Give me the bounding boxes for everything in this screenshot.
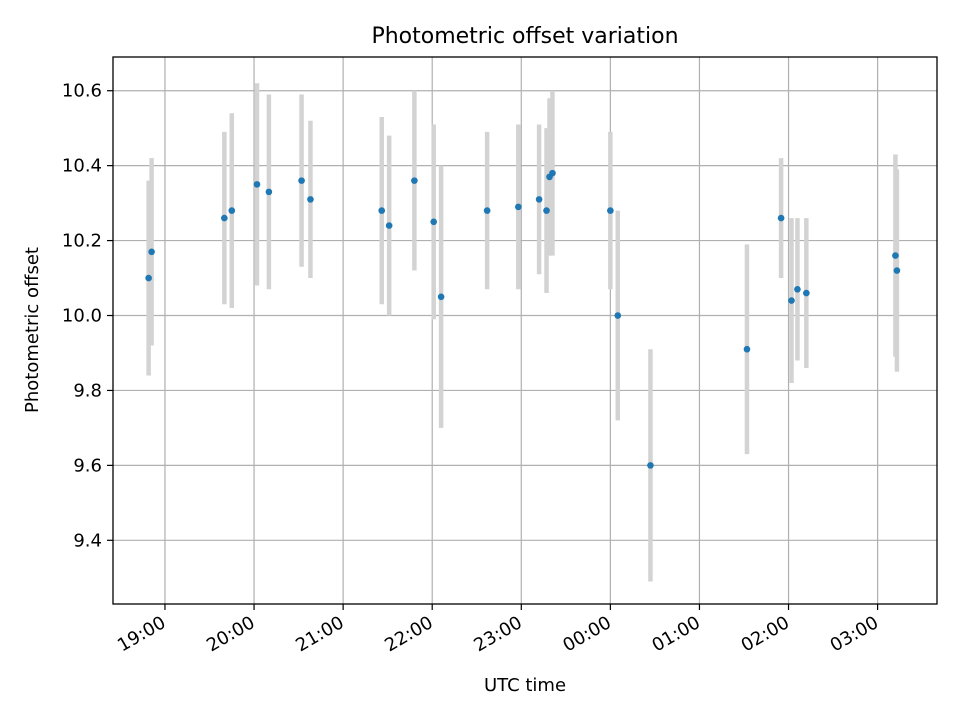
x-tick-label: 03:00 <box>827 612 882 656</box>
x-tick-label: 20:00 <box>203 612 258 656</box>
data-point <box>788 297 795 304</box>
data-point <box>411 177 418 184</box>
data-point <box>543 207 550 214</box>
y-tick-label: 10.6 <box>62 81 102 102</box>
data-point <box>893 267 901 274</box>
y-axis-ticks: 9.4 9.6 9.8 10.0 10.2 10.4 10.6 <box>62 81 113 551</box>
x-tick-label: 01:00 <box>649 612 704 656</box>
x-axis-label: UTC time <box>484 675 566 696</box>
data-point <box>535 196 543 203</box>
data-point <box>430 218 437 226</box>
x-tick-label: 22:00 <box>381 612 436 656</box>
x-tick-label: 23:00 <box>470 612 525 656</box>
x-tick-label: 02:00 <box>738 612 793 656</box>
data-point <box>483 207 491 214</box>
data-point <box>298 177 305 184</box>
data-point <box>221 214 228 222</box>
data-point <box>743 345 751 353</box>
data-point <box>385 222 393 229</box>
data-point <box>794 285 801 293</box>
plot-frame <box>112 56 938 605</box>
data-point <box>228 207 236 214</box>
data-point <box>777 214 785 222</box>
data-point <box>549 169 556 177</box>
y-tick-label: 10.4 <box>62 156 102 177</box>
x-tick-label: 19:00 <box>114 612 169 656</box>
y-tick-label: 10.0 <box>62 306 102 327</box>
data-point <box>647 462 654 469</box>
data-point <box>145 274 152 282</box>
x-tick-label: 21:00 <box>292 612 347 656</box>
data-point <box>803 289 810 297</box>
data-point <box>437 293 445 301</box>
x-axis-ticks: 19:00 20:00 21:00 22:00 23:00 00:00 01:00 02:00… <box>114 604 882 656</box>
data-point <box>378 207 386 214</box>
chart-title: Photometric offset variation <box>371 24 678 49</box>
data-point <box>892 252 899 259</box>
data-point <box>515 203 522 211</box>
y-tick-label: 10.2 <box>62 231 102 252</box>
data-point <box>607 207 614 214</box>
grid-lines <box>113 57 937 604</box>
y-axis-label: Photometric offset <box>22 247 43 413</box>
y-tick-label: 9.4 <box>73 530 102 551</box>
y-tick-label: 9.8 <box>73 380 102 401</box>
error-bars <box>146 83 900 582</box>
data-points <box>145 169 901 469</box>
data-point <box>265 188 273 196</box>
data-point <box>614 312 622 319</box>
data-point <box>253 181 261 188</box>
x-tick-label: 00:00 <box>559 612 614 656</box>
data-point <box>148 248 155 256</box>
data-point <box>307 196 314 203</box>
y-tick-label: 9.6 <box>73 455 102 476</box>
